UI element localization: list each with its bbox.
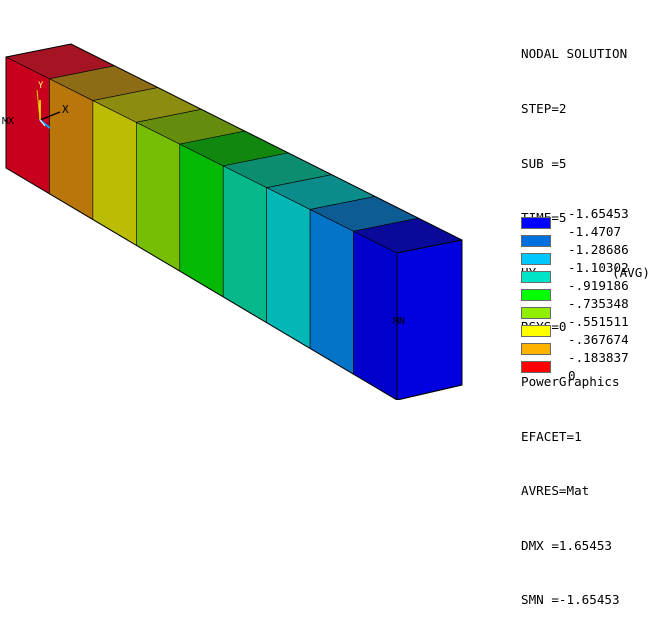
front-band xyxy=(49,78,94,221)
front-band xyxy=(266,187,311,349)
mx-label: MX xyxy=(2,116,14,127)
legend-swatch xyxy=(521,307,551,320)
info-smn: SMN =-1.65453 xyxy=(521,592,620,608)
legend-value: -1.4707 xyxy=(568,224,622,240)
legend-value: -.367674 xyxy=(568,332,629,348)
legend-swatch xyxy=(521,253,551,266)
coordinate-triad-icon: X Y xyxy=(36,81,69,129)
graphics-viewport[interactable]: X Y MX MN xyxy=(0,0,505,400)
legend-value: -1.28686 xyxy=(568,242,629,258)
legend-value: -1.10302 xyxy=(568,260,629,276)
legend-value: 0 xyxy=(568,368,576,384)
legend-value: -.183837 xyxy=(568,350,629,366)
mn-label: MN xyxy=(393,316,405,327)
info-step: STEP=2 xyxy=(521,101,567,116)
beam-end-face xyxy=(396,239,463,400)
legend-value: -1.65453 xyxy=(568,206,629,221)
front-band xyxy=(179,143,224,298)
front-band xyxy=(222,165,267,324)
legend-value: -.551511 xyxy=(568,314,629,330)
info-avres: AVRES=Mat xyxy=(521,483,590,499)
triad-y-label: Y xyxy=(38,81,44,91)
info-sub: SUB =5 xyxy=(521,155,567,171)
legend-swatch xyxy=(521,217,551,229)
info-dmx: DMX =1.65453 xyxy=(521,537,612,553)
contour-legend: -1.65453 -1.4707 -1.28686 -1.10302 -.919186 -… xyxy=(521,207,661,397)
beam-outline xyxy=(5,43,463,400)
legend-value: -.919186 xyxy=(568,278,629,294)
legend-swatch xyxy=(521,343,551,356)
front-band xyxy=(353,230,398,400)
info-powergraphics: PowerGraphics xyxy=(521,373,620,389)
legend-value: -.735348 xyxy=(568,296,629,312)
info-efacet: EFACET=1 xyxy=(521,428,582,444)
legend-swatch xyxy=(521,361,551,374)
legend-swatch xyxy=(521,235,551,248)
legend-swatch xyxy=(521,325,551,338)
front-band xyxy=(309,208,354,375)
legend-swatch xyxy=(521,271,551,284)
info-title: NODAL SOLUTION xyxy=(521,46,628,62)
legend-swatch xyxy=(521,289,551,302)
beam-outline-path xyxy=(5,43,463,400)
triad-x-label: X xyxy=(62,103,69,116)
